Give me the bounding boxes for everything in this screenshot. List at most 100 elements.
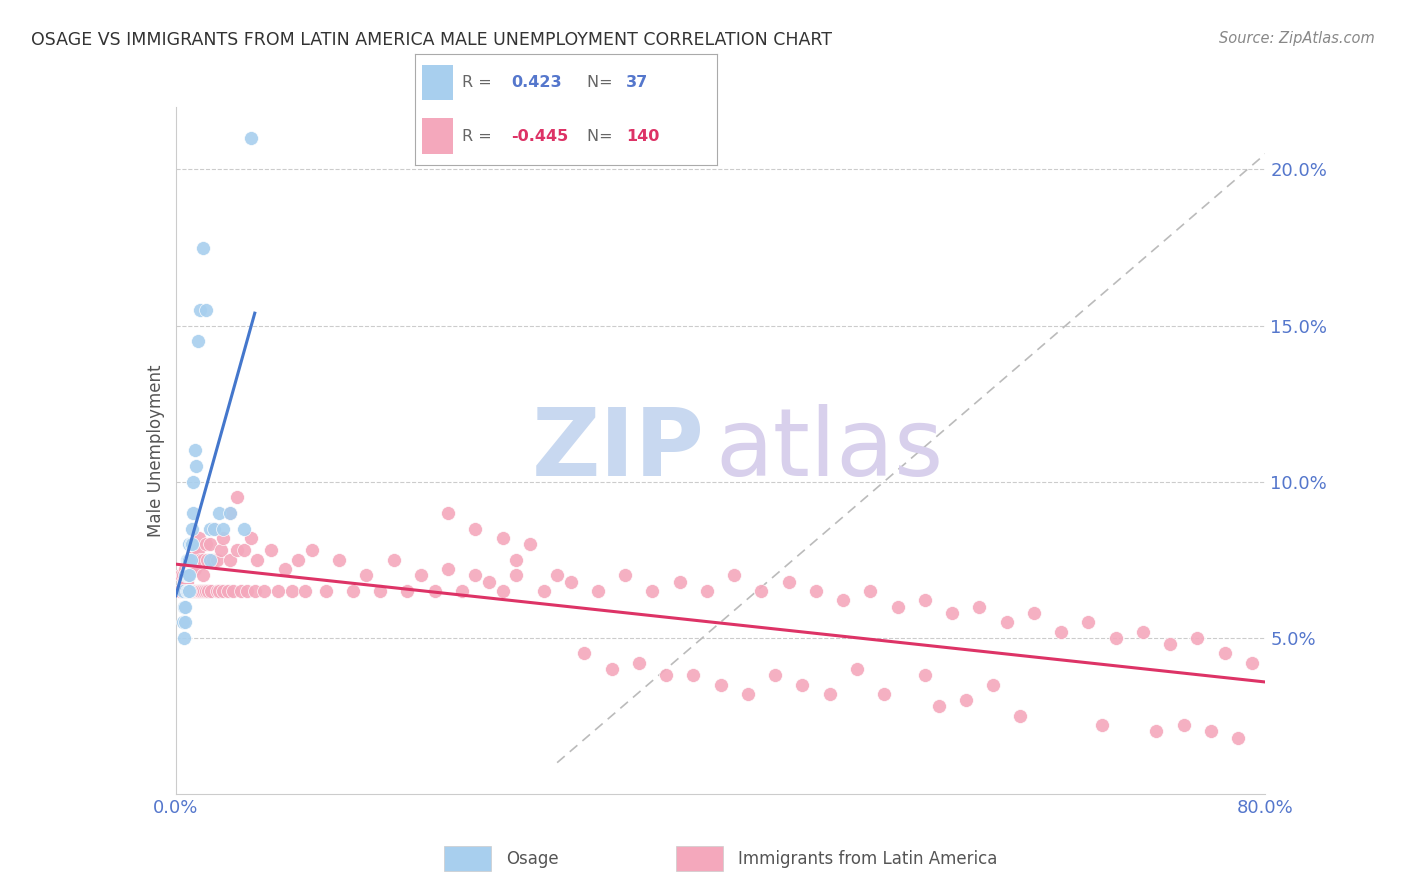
Point — [600, 662, 623, 676]
Point — [614, 568, 637, 582]
Point — [183, 543, 205, 558]
Point — [181, 521, 204, 535]
Point — [173, 599, 195, 614]
Point — [287, 552, 309, 567]
Point — [195, 552, 218, 567]
Point — [176, 568, 198, 582]
Point — [177, 562, 200, 576]
Point — [560, 574, 582, 589]
Point — [260, 543, 283, 558]
Text: 37: 37 — [627, 75, 648, 90]
Point — [194, 302, 217, 317]
Point — [396, 583, 419, 598]
Point — [219, 506, 242, 520]
Point — [177, 583, 200, 598]
Point — [219, 552, 242, 567]
Point — [995, 615, 1018, 630]
Point — [873, 687, 896, 701]
Point — [655, 668, 678, 682]
Point — [190, 583, 212, 598]
Point — [627, 656, 650, 670]
Point — [172, 583, 194, 598]
Point — [170, 568, 193, 582]
Point — [186, 458, 208, 473]
Point — [176, 574, 198, 589]
Point — [198, 537, 221, 551]
Point — [174, 568, 197, 582]
Point — [186, 583, 208, 598]
Point — [232, 543, 254, 558]
Point — [194, 537, 217, 551]
Text: N=: N= — [588, 75, 617, 90]
Point — [183, 583, 205, 598]
Text: 0.423: 0.423 — [512, 75, 562, 90]
Point — [188, 583, 211, 598]
Point — [177, 568, 200, 582]
Point — [187, 531, 209, 545]
Point — [181, 583, 204, 598]
Y-axis label: Male Unemployment: Male Unemployment — [146, 364, 165, 537]
Point — [198, 552, 221, 567]
Point — [179, 568, 201, 582]
Point — [174, 574, 197, 589]
Point — [574, 646, 596, 660]
Point — [267, 583, 290, 598]
Point — [176, 583, 198, 598]
Point — [710, 678, 733, 692]
Point — [546, 568, 568, 582]
Point — [832, 593, 855, 607]
Point — [274, 562, 297, 576]
Point — [179, 583, 201, 598]
Point — [280, 583, 302, 598]
Point — [818, 687, 841, 701]
Point — [505, 568, 527, 582]
Point — [1159, 637, 1181, 651]
Point — [219, 506, 242, 520]
Point — [180, 583, 202, 598]
Point — [181, 537, 204, 551]
Text: R =: R = — [461, 75, 496, 90]
Point — [174, 583, 197, 598]
Point — [586, 583, 609, 598]
Point — [200, 583, 222, 598]
Point — [696, 583, 718, 598]
Point — [505, 552, 527, 567]
Point — [191, 568, 214, 582]
Point — [172, 583, 194, 598]
Point — [201, 552, 224, 567]
Point — [763, 668, 786, 682]
Point — [180, 552, 202, 567]
Point — [301, 543, 323, 558]
Point — [212, 583, 235, 598]
Text: OSAGE VS IMMIGRANTS FROM LATIN AMERICA MALE UNEMPLOYMENT CORRELATION CHART: OSAGE VS IMMIGRANTS FROM LATIN AMERICA M… — [31, 31, 832, 49]
Point — [533, 583, 555, 598]
Point — [409, 568, 432, 582]
Point — [1213, 646, 1236, 660]
Point — [682, 668, 704, 682]
Text: R =: R = — [461, 128, 496, 144]
Bar — [422, 65, 453, 101]
Point — [437, 506, 460, 520]
Point — [845, 662, 868, 676]
Point — [173, 583, 195, 598]
Text: ZIP: ZIP — [531, 404, 704, 497]
Point — [1077, 615, 1099, 630]
Point — [804, 583, 827, 598]
Point — [315, 583, 337, 598]
Point — [181, 552, 204, 567]
Point — [186, 583, 209, 598]
Point — [232, 521, 254, 535]
Point — [197, 583, 219, 598]
Point — [180, 562, 202, 576]
Point — [294, 583, 316, 598]
Point — [886, 599, 908, 614]
Point — [208, 506, 231, 520]
Point — [239, 131, 262, 145]
Point — [177, 583, 200, 598]
Point — [172, 568, 194, 582]
Point — [437, 562, 460, 576]
Point — [519, 537, 541, 551]
Point — [183, 506, 205, 520]
Text: Immigrants from Latin America: Immigrants from Latin America — [738, 849, 997, 868]
Text: N=: N= — [588, 128, 617, 144]
